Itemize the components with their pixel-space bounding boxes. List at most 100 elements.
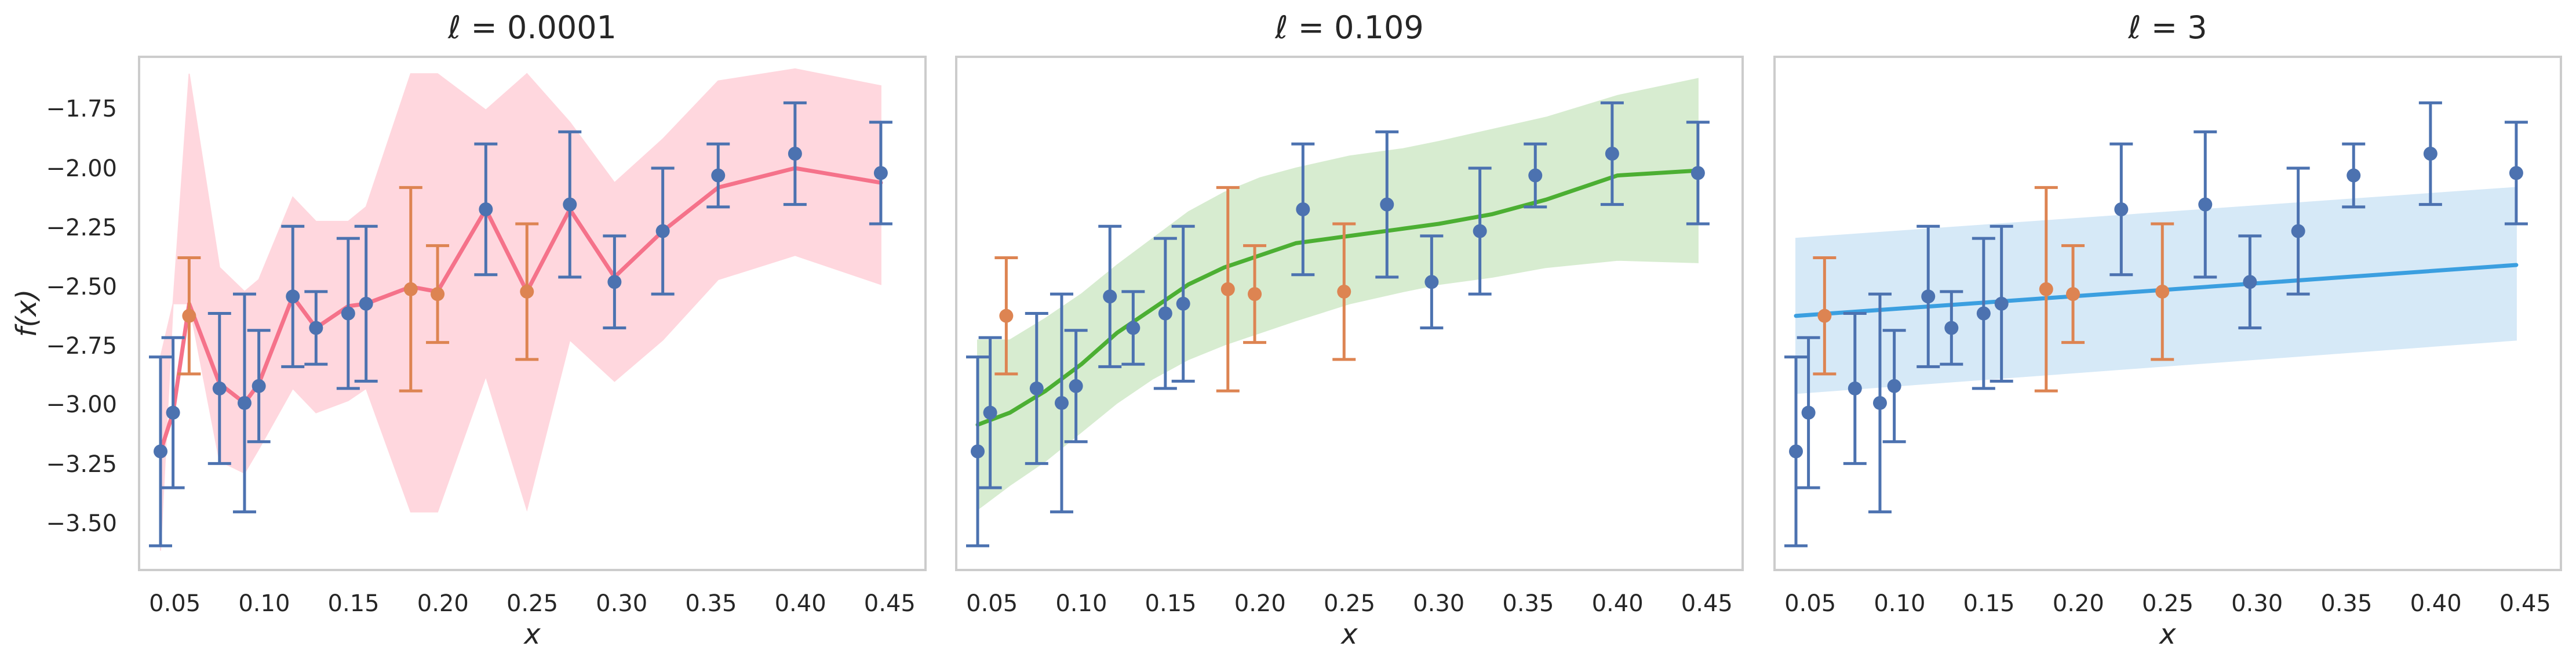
data-point-marker	[1029, 381, 1044, 395]
data-point-marker	[237, 395, 252, 410]
x-tick-label: 0.45	[1681, 590, 1733, 617]
held-out-point	[994, 256, 1018, 376]
observed-point	[1153, 237, 1177, 390]
data-point-marker	[1887, 379, 1901, 393]
observed-point	[603, 234, 626, 330]
data-point-marker	[2243, 275, 2257, 289]
data-point-marker	[1872, 395, 1887, 410]
x-tick-label: 0.25	[2142, 590, 2194, 617]
chart-panel-2: ℓ = 0.109 0.05 0.10 0.15 0.20 0.25 0.30 0.35 0.4…	[955, 9, 1744, 651]
held-out-point	[399, 186, 422, 393]
data-point-marker	[2347, 168, 2361, 183]
data-point-marker	[971, 444, 985, 459]
data-point-marker	[359, 296, 373, 311]
observed-point	[1171, 224, 1195, 383]
x-tick-label: 0.05	[1784, 590, 1836, 617]
observed-point	[2194, 130, 2217, 279]
held-out-point	[426, 244, 450, 344]
observed-point	[651, 166, 675, 296]
data-point-marker	[1473, 224, 1487, 238]
panel-frame	[138, 56, 927, 571]
panel-title: ℓ = 0.109	[1274, 9, 1423, 46]
y-tick-label: −3.25	[46, 451, 117, 478]
data-point-marker	[1220, 282, 1235, 296]
observed-point	[1868, 292, 1892, 514]
data-point-marker	[2423, 146, 2437, 161]
data-point-marker	[1605, 146, 1619, 161]
data-point-marker	[1424, 275, 1439, 289]
data-point-marker	[1994, 296, 2009, 311]
data-point-marker	[1103, 289, 1117, 304]
data-point-marker	[1921, 289, 1936, 304]
x-tick-label: 0.15	[1963, 590, 2015, 617]
observed-point	[2504, 121, 2528, 226]
observed-point	[966, 355, 990, 547]
x-tick-label: 0.10	[238, 590, 290, 617]
data-point-marker	[520, 284, 534, 299]
data-point-marker	[154, 444, 168, 459]
panel-title-value: = 3	[2141, 9, 2207, 46]
y-tick-label: −1.75	[46, 96, 117, 122]
observed-point	[1843, 312, 1867, 465]
panel-title-value: = 0.109	[1288, 9, 1424, 46]
x-tick-label: 0.10	[1055, 590, 1107, 617]
fit-line	[975, 168, 1700, 427]
data-point-marker	[479, 202, 493, 216]
observed-point	[978, 336, 1002, 489]
held-out-point	[2151, 222, 2174, 361]
observed-point	[2342, 142, 2366, 209]
x-axis-label: x	[2158, 618, 2176, 651]
data-point-marker	[1976, 306, 1991, 321]
data-point-marker	[2114, 202, 2129, 216]
data-point-marker	[1817, 308, 1832, 323]
data-point-marker	[1054, 395, 1069, 410]
panel-title: ℓ = 3	[2127, 9, 2207, 46]
data-point-marker	[1801, 405, 1816, 420]
y-tick-label: −3.00	[46, 391, 117, 418]
data-point-marker	[2066, 287, 2081, 302]
data-point-marker	[983, 405, 997, 420]
observed-point	[1098, 224, 1122, 368]
x-tick-label: 0.15	[1145, 590, 1197, 617]
observed-point	[869, 121, 892, 226]
observed-point	[1940, 290, 1963, 366]
observed-point	[474, 142, 498, 277]
data-point-marker	[873, 166, 888, 180]
data-point-marker	[1296, 202, 1310, 216]
observed-point	[2286, 166, 2310, 296]
held-out-point	[515, 222, 539, 361]
observed-point	[1797, 336, 1820, 489]
confidence-band	[160, 68, 881, 551]
data-point-marker	[286, 289, 300, 304]
x-tick-label: 0.30	[596, 590, 647, 617]
panel-frame	[1773, 56, 2562, 571]
observed-point	[1524, 142, 1547, 209]
data-point-marker	[1848, 381, 1862, 395]
y-axis-label: f(x)	[10, 289, 43, 337]
held-out-point	[1216, 186, 1240, 393]
x-tick-label: 0.45	[2500, 590, 2551, 617]
observed-point	[1468, 166, 1492, 296]
panel-title-symbol: ℓ	[1274, 9, 1288, 46]
x-tick-label: 0.15	[328, 590, 380, 617]
observed-point	[336, 237, 360, 390]
observed-point	[207, 312, 231, 465]
panel-frame	[955, 56, 1744, 571]
held-out-point	[1243, 244, 1267, 344]
data-point-marker	[2039, 282, 2053, 296]
data-point-marker	[2198, 197, 2213, 212]
data-point-marker	[309, 321, 323, 335]
observed-point	[1025, 312, 1048, 465]
observed-point	[304, 290, 328, 366]
x-tick-label: 0.30	[1413, 590, 1464, 617]
observed-point	[281, 224, 305, 368]
x-tick-label: 0.20	[1234, 590, 1286, 617]
data-point-marker	[341, 306, 355, 321]
x-tick-label: 0.30	[2231, 590, 2283, 617]
x-tick-label: 0.05	[149, 590, 201, 617]
data-point-marker	[999, 308, 1014, 323]
x-axis-label: x	[1340, 618, 1358, 651]
x-tick-label: 0.20	[417, 590, 469, 617]
x-tick-label: 0.35	[2320, 590, 2372, 617]
